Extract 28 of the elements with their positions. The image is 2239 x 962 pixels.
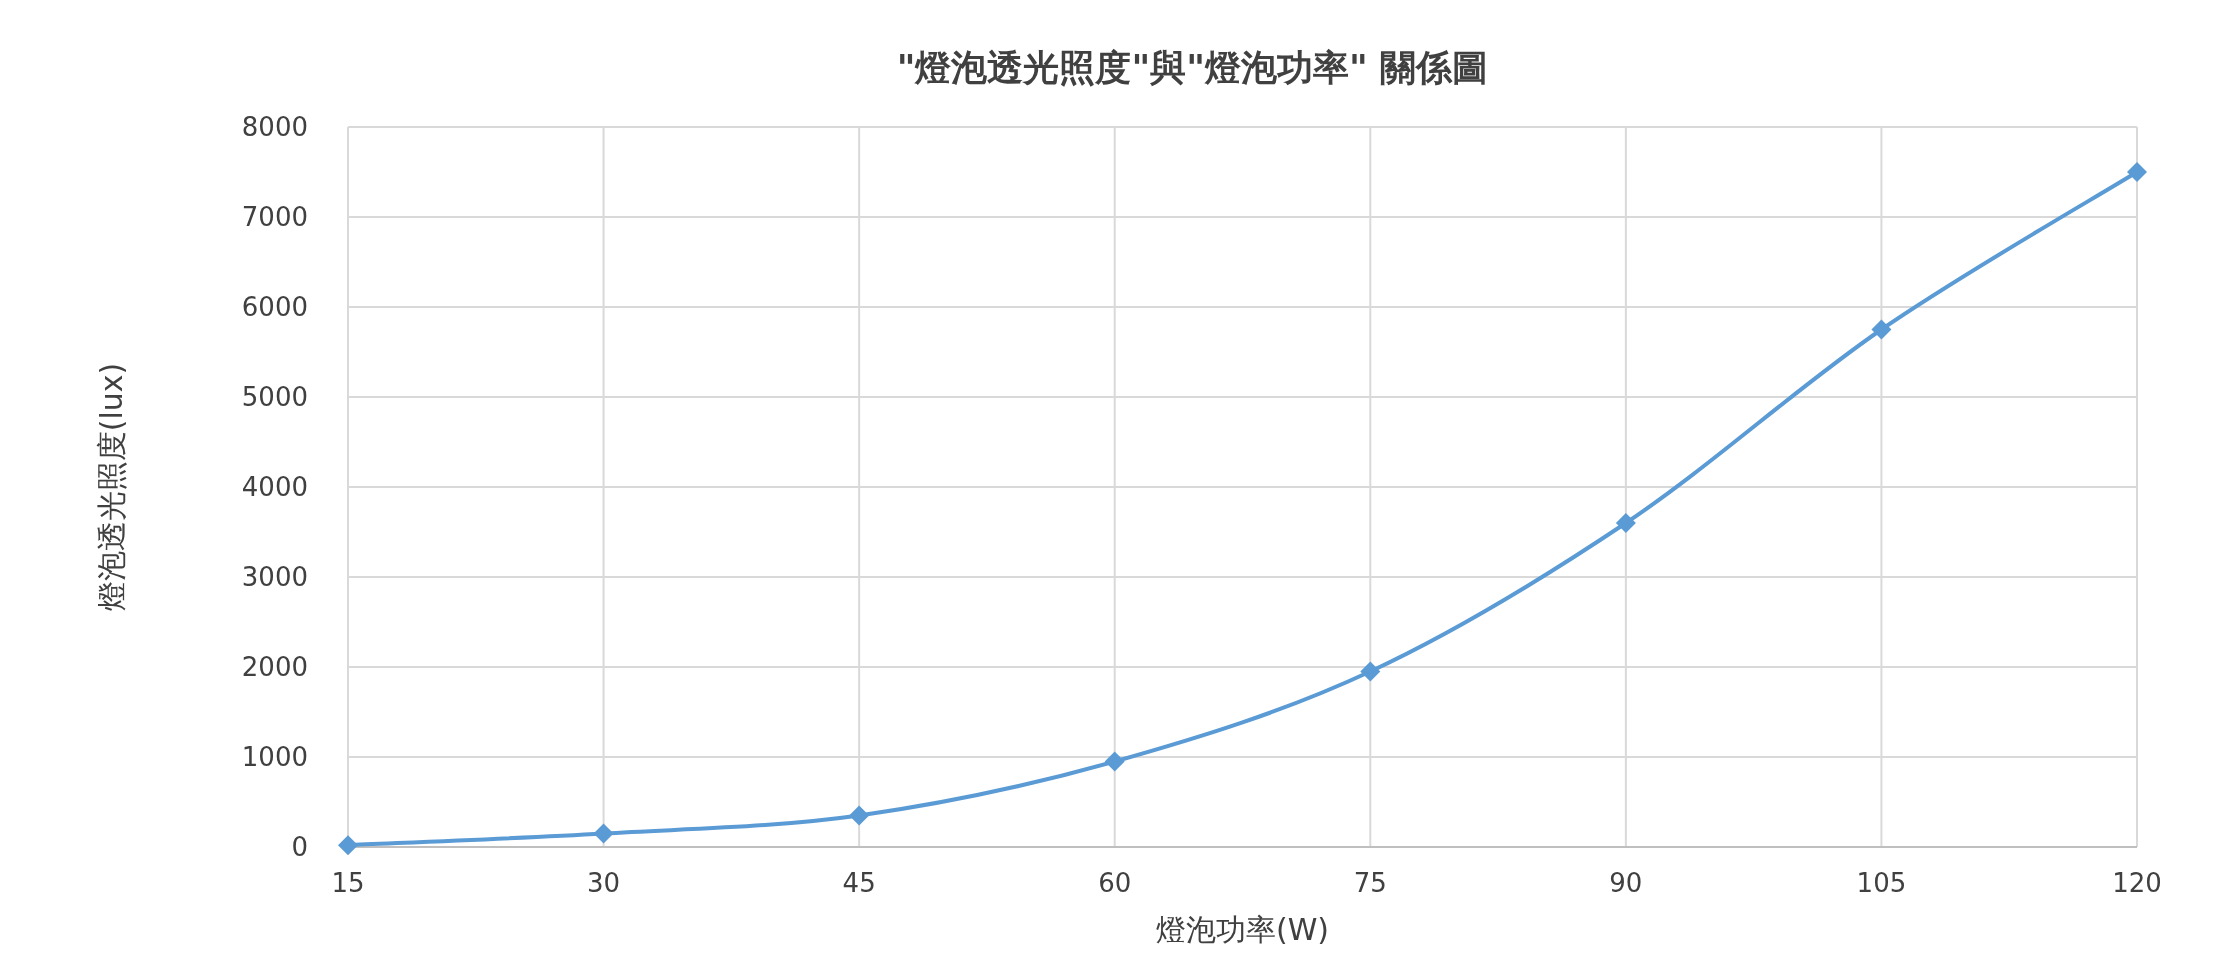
x-tick-label: 105: [1856, 868, 1907, 898]
point: [1871, 319, 1892, 340]
x-axis-title: 燈泡功率(W): [1155, 912, 1330, 947]
y-tick-label: 8000: [241, 112, 308, 142]
x-tick-label: 60: [1098, 868, 1132, 898]
y-tick-label: 3000: [241, 562, 308, 592]
x-tick-label: 15: [331, 868, 365, 898]
point: [849, 805, 870, 826]
point: [1104, 751, 1125, 772]
point: [1615, 513, 1636, 533]
point: [1360, 661, 1381, 682]
point: [2127, 162, 2147, 182]
y-tick-label: 0: [291, 832, 308, 862]
x-tick-label: 45: [842, 868, 876, 898]
y-tick-label: 2000: [241, 652, 308, 682]
y-tick-label: 6000: [241, 292, 308, 322]
y-tick-label: 4000: [241, 472, 308, 502]
x-tick-label: 120: [2112, 868, 2162, 898]
point: [338, 835, 358, 856]
y-tick-label: 1000: [241, 742, 308, 772]
x-tick-label: 75: [1353, 868, 1387, 898]
point: [593, 823, 614, 844]
y-tick-label: 5000: [241, 382, 308, 412]
chart-title: "燈泡透光照度"與"燈泡功率" 關係圖: [896, 47, 1489, 88]
y-axis-title: 燈泡透光照度(lux): [94, 362, 129, 612]
y-tick-label: 7000: [241, 202, 308, 232]
x-tick-label: 90: [1609, 868, 1643, 898]
x-tick-label: 30: [587, 868, 621, 898]
